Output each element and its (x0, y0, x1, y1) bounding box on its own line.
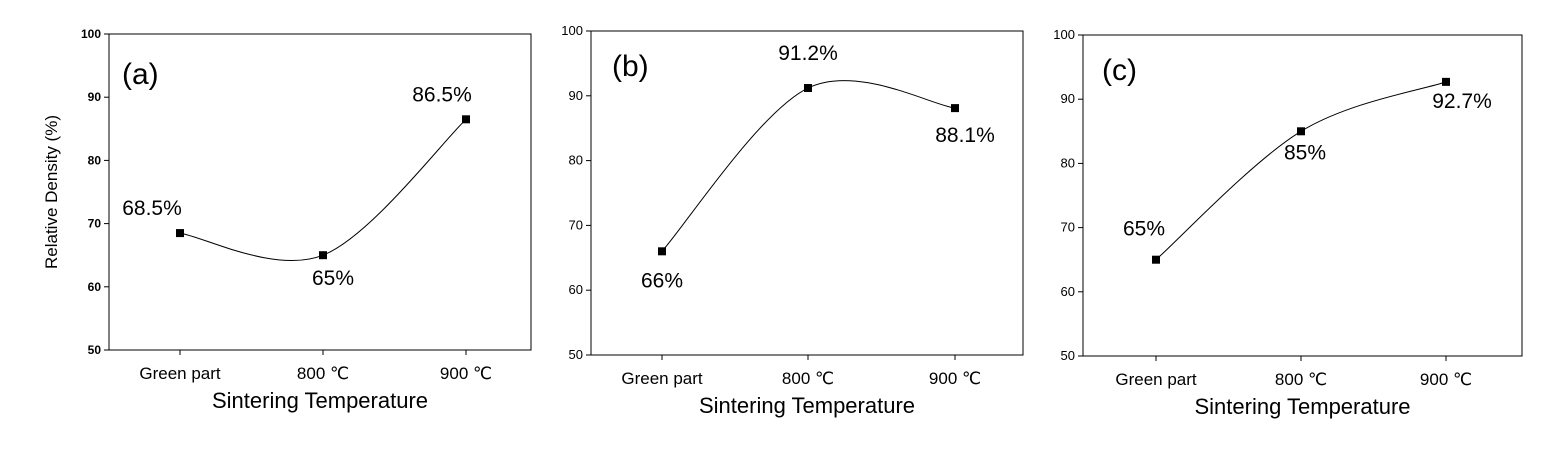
data-point (804, 84, 812, 93)
y-tick-label: 80 (1061, 155, 1075, 170)
data-point (1297, 127, 1305, 136)
x-category-label: 900 ℃ (440, 364, 492, 383)
y-tick-label: 70 (1061, 220, 1075, 235)
data-point (176, 229, 184, 238)
data-point (1442, 77, 1450, 86)
data-point (658, 247, 666, 256)
y-tick-label: 60 (88, 280, 102, 294)
y-tick-label: 50 (1061, 348, 1075, 363)
chart-panel-2: 50 60 70 80 90 100 Green part 800 ℃ 900 ℃ Sinteri… (561, 23, 1024, 418)
plot-frame (108, 33, 532, 351)
chart-panel-1: 50 60 70 80 90 100 Green part 800 ℃ 900 ℃ Sinteri… (42, 27, 532, 413)
x-category-label: Green part (1115, 370, 1197, 389)
y-tick-label: 90 (1061, 91, 1075, 106)
data-label: 65% (312, 267, 354, 290)
y-tick-label: 60 (1061, 284, 1075, 299)
y-tick-label: 60 (569, 282, 583, 297)
x-category-label: 800 ℃ (1275, 370, 1327, 389)
y-tick-label: 70 (88, 217, 102, 231)
x-category-label: 900 ℃ (929, 369, 981, 388)
data-label: 86.5% (412, 83, 472, 106)
data-label: 88.1% (935, 124, 995, 147)
y-tick-label: 90 (88, 90, 102, 104)
y-tick-label: 100 (561, 23, 583, 38)
y-tick-label: 50 (88, 343, 102, 357)
x-category-label: 800 ℃ (782, 369, 834, 388)
y-tick-label: 100 (81, 27, 101, 41)
y-tick-label: 80 (88, 153, 102, 167)
plot-frame (590, 30, 1024, 356)
plot-frame (1082, 34, 1523, 357)
data-point (951, 104, 959, 113)
x-axis-title: Sintering Temperature (212, 388, 428, 413)
x-category-label: 900 ℃ (1420, 370, 1472, 389)
x-axis-title: Sintering Temperature (1194, 394, 1410, 419)
series-line (179, 118, 467, 261)
chart-panel-3: 50 60 70 80 90 100 Green part 800 ℃ 900 ℃ Sinteri… (1053, 27, 1523, 419)
data-point (462, 115, 470, 124)
x-category-label: Green part (139, 364, 221, 383)
data-label: 66% (641, 269, 683, 292)
series-line (1155, 81, 1447, 261)
data-label: 68.5% (122, 197, 182, 220)
data-point (1152, 255, 1160, 264)
y-tick-label: 90 (569, 88, 583, 103)
data-label: 92.7% (1432, 90, 1492, 113)
y-tick-label: 80 (569, 153, 583, 168)
panel-label: (a) (122, 58, 159, 91)
data-point (319, 251, 327, 260)
data-label: 65% (1123, 218, 1165, 241)
y-tick-label: 70 (569, 217, 583, 232)
y-tick-label: 50 (569, 347, 583, 362)
panel-label: (c) (1102, 54, 1137, 87)
y-tick-label: 100 (1053, 27, 1075, 42)
x-axis-title: Sintering Temperature (699, 393, 915, 418)
data-label: 85% (1284, 141, 1326, 164)
x-category-label: Green part (621, 369, 703, 388)
x-category-label: 800 ℃ (297, 364, 349, 383)
panel-label: (b) (612, 50, 649, 83)
y-axis-title: Relative Density (%) (42, 115, 61, 269)
data-label: 91.2% (778, 42, 838, 65)
series-line (661, 80, 956, 252)
